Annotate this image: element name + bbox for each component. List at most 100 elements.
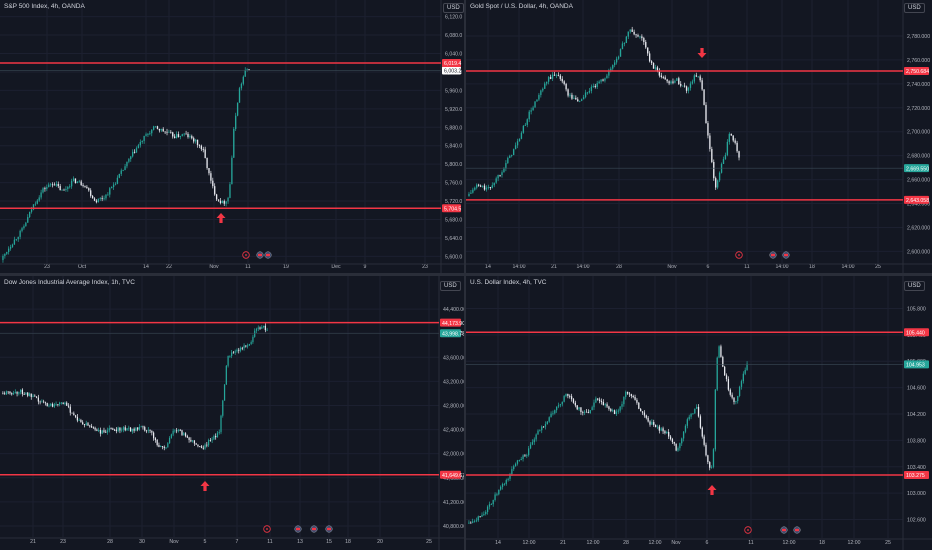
candle-body — [668, 81, 670, 84]
candle-body — [680, 84, 682, 86]
candle-body — [87, 423, 89, 426]
candle-body — [227, 355, 229, 366]
candle-body — [154, 438, 157, 441]
level-price-badge — [440, 318, 461, 327]
candle-body — [567, 394, 569, 396]
level-price-badge — [440, 470, 461, 479]
level-price-badge — [904, 67, 929, 76]
candle-body — [586, 92, 589, 94]
candle-body — [557, 405, 560, 407]
candle-body — [722, 356, 724, 367]
candle-body — [690, 413, 692, 417]
x-tick-label: 14:00 — [776, 264, 789, 270]
x-tick-label: 14:00 — [513, 264, 526, 270]
chart-panel-spx[interactable]: 6,120.06,080.06,040.06,000.05,960.05,920… — [0, 0, 464, 273]
candle-body — [122, 170, 124, 171]
gold-chart-canvas[interactable]: 2,780.000 2,760.000 2,740.000 2,720.000 2,70… — [466, 0, 932, 273]
candle-body — [693, 75, 696, 82]
candle-body — [628, 393, 631, 395]
candle-body — [578, 407, 580, 410]
candle-body — [556, 406, 558, 411]
candle-body — [34, 395, 36, 397]
candle-body — [19, 230, 21, 237]
candle-body — [116, 177, 119, 184]
candle-body — [679, 443, 681, 449]
candle-body — [62, 402, 64, 404]
candle-body — [612, 65, 614, 69]
candle-body — [633, 31, 635, 35]
candle-body — [98, 429, 100, 431]
candle-body — [725, 375, 728, 380]
candle-body — [90, 426, 93, 428]
candle-body — [726, 141, 729, 155]
dji-chart-canvas[interactable]: 44,400.0044,000.0043,600.0043,200.0042,8… — [0, 276, 464, 550]
candle-body — [40, 192, 42, 198]
candle-body — [563, 81, 565, 84]
candle-body — [501, 484, 504, 487]
candle-body — [561, 78, 563, 82]
candle-body — [242, 76, 244, 84]
candle-body — [666, 431, 668, 434]
candle-body — [516, 141, 519, 146]
x-tick-label: 14 — [495, 540, 501, 546]
x-tick-label: 12:00 — [848, 540, 861, 546]
candle-body — [532, 107, 534, 111]
candle-body — [559, 75, 561, 79]
candle-body — [199, 446, 201, 447]
candle-body — [569, 94, 571, 96]
candle-body — [207, 440, 210, 446]
chart-panel-dji[interactable]: 44,400.0044,000.0043,600.0043,200.0042,8… — [0, 276, 464, 550]
chart-panel-dxy[interactable]: 105.800105.400105.000104.600104.200103.8… — [466, 276, 932, 550]
candle-body — [90, 190, 92, 196]
candle-body — [544, 424, 547, 427]
x-tick-label: Nov — [671, 540, 681, 546]
currency-button[interactable]: USD — [904, 281, 925, 291]
candle-body — [39, 401, 41, 403]
candle-body — [699, 76, 701, 81]
candle-body — [42, 188, 44, 193]
level-price-badge — [904, 471, 929, 479]
candle-body — [101, 198, 103, 199]
candle-body — [495, 178, 497, 183]
candle-body — [653, 422, 655, 425]
candle-body — [6, 251, 8, 254]
currency-button[interactable]: USD — [440, 281, 461, 291]
candle-body — [651, 422, 653, 425]
candle-body — [713, 161, 715, 179]
x-tick-label: 19 — [283, 264, 289, 270]
candle-body — [186, 436, 188, 438]
chart-panel-gold[interactable]: 2,780.000 2,760.000 2,740.000 2,720.000 2,70… — [466, 0, 932, 273]
currency-button[interactable]: USD — [443, 3, 464, 13]
candle-body — [619, 406, 621, 411]
candle-body — [501, 172, 503, 176]
y-tick-label: 103.000 — [907, 491, 926, 497]
candle-body — [572, 399, 575, 403]
candle-body — [195, 443, 197, 445]
candle-body — [204, 444, 206, 449]
x-tick-label: 12:00 — [587, 540, 600, 546]
candle-body — [67, 405, 70, 407]
level-price-badge — [904, 195, 929, 204]
horizontal-divider[interactable] — [0, 273, 932, 276]
candle-body — [595, 398, 597, 403]
candle-body — [676, 78, 678, 81]
candle-body — [491, 185, 493, 188]
candle-body — [206, 157, 208, 169]
candle-body — [483, 185, 486, 190]
candle-body — [28, 393, 31, 396]
candle-body — [218, 432, 220, 433]
dxy-chart-canvas[interactable]: 105.800105.400105.000104.600104.200103.8… — [466, 276, 932, 550]
candle-body — [569, 395, 571, 397]
candle-body — [229, 184, 231, 198]
x-tick-label: 5 — [204, 539, 207, 545]
candle-body — [9, 246, 12, 249]
candle-body — [13, 239, 16, 245]
candle-body — [489, 187, 492, 188]
candle-body — [619, 49, 622, 57]
candle-body — [82, 422, 84, 425]
currency-button[interactable]: USD — [904, 3, 925, 13]
x-tick-label: 18 — [345, 539, 351, 545]
candle-body — [97, 198, 100, 203]
spx-chart-canvas[interactable]: 6,120.06,080.06,040.06,000.05,960.05,920… — [0, 0, 464, 273]
candle-body — [131, 428, 133, 432]
